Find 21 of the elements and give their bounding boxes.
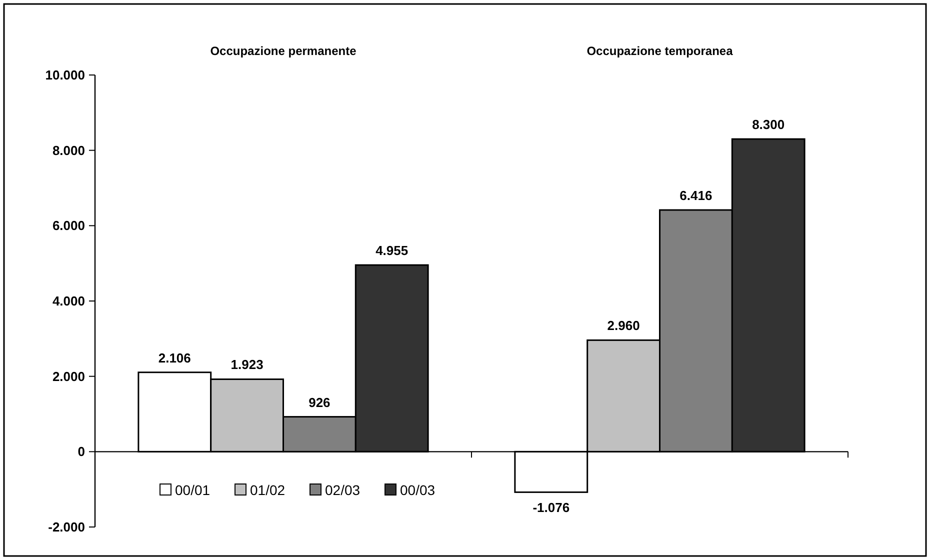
x-tick-label: Occupazione permanente — [210, 44, 357, 58]
y-tick-label: 10.000 — [45, 68, 85, 83]
y-tick-label: 4.000 — [52, 294, 85, 309]
data-label: 4.955 — [376, 243, 408, 258]
x-tick-label: Occupazione temporanea — [586, 44, 734, 58]
data-label: 2.106 — [158, 350, 191, 366]
legend-label: 01/02 — [250, 482, 286, 498]
legend-label: 02/03 — [325, 482, 360, 498]
data-label: 926 — [308, 394, 330, 410]
data-label: 8.300 — [752, 117, 785, 132]
data-label: 2.960 — [607, 318, 640, 334]
legend-label: 00/03 — [400, 482, 436, 498]
y-tick-label: 8.000 — [52, 142, 85, 158]
data-label: 1.923 — [230, 357, 264, 372]
y-tick-label: 6.000 — [52, 218, 85, 234]
y-tick-label: 0 — [78, 444, 85, 460]
data-label: 6.416 — [680, 188, 712, 203]
y-tick-label: -2.000 — [48, 520, 85, 535]
y-tick-label: 2.000 — [52, 368, 85, 384]
legend-label: 00/01 — [175, 482, 210, 498]
data-label: -1.076 — [532, 500, 570, 516]
